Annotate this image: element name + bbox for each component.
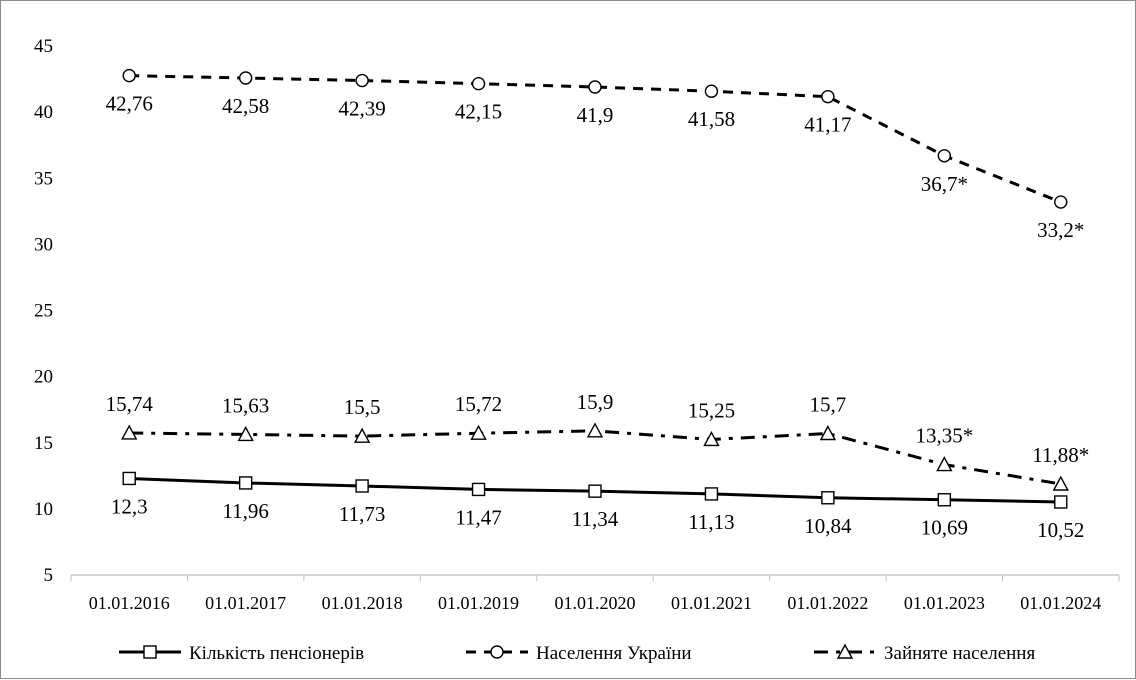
y-axis-ticks: 5 10 15 20 25 30 35 40 45 [34,36,53,586]
legend-label: Зайняте населення [884,643,1035,664]
data-point [821,89,835,104]
legend-label: Кількість пенсіонерів [189,643,364,664]
legend-item: Зайняте населення [814,643,1035,664]
x-tick-label: 01.01.2021 [671,593,752,613]
x-axis-ticks: 01.01.2016 01.01.2017 01.01.2018 01.01.2019… [70,575,1120,613]
data-point [821,491,835,505]
y-tick-label: 35 [34,168,53,189]
series-circle: 42,76 42,58 42,39 42,15 41,9 41,58 41,17 36,7* 3… [106,68,1084,242]
data-label: 36,7* [921,172,968,196]
data-point [238,71,253,85]
data-point [703,430,720,447]
data-point [1052,475,1069,491]
y-tick-label: 20 [34,367,53,388]
data-label: 11,96 [222,499,268,523]
data-point [588,484,602,498]
data-label: 42,39 [338,97,385,121]
data-point [355,479,369,493]
x-tick-label: 01.01.2018 [322,593,403,613]
legend-item: Кількість пенсіонерів [119,643,364,664]
data-label: 11,34 [572,507,619,531]
data-label: 41,17 [804,113,851,137]
data-point [819,425,837,441]
data-point [1054,195,1068,209]
data-label: 10,69 [921,516,968,540]
legend-marker [836,643,854,659]
data-label: 15,5 [344,395,381,419]
data-label: 33,2* [1037,218,1084,242]
data-point [588,80,602,94]
x-tick-label: 01.01.2017 [205,593,286,613]
data-point [936,456,953,472]
data-label: 15,72 [455,392,502,416]
data-label: 10,84 [804,514,852,538]
data-point [237,425,254,442]
legend-marker [490,645,504,659]
data-label: 15,25 [688,398,735,422]
data-point [1054,495,1068,509]
x-tick-label: 01.01.2023 [904,593,985,613]
x-tick-label: 01.01.2022 [787,593,868,613]
data-label: 12,3 [111,494,148,518]
y-tick-label: 25 [34,301,53,322]
data-point [704,84,719,98]
data-point [704,487,719,501]
data-point [471,482,486,497]
x-tick-label: 01.01.2020 [555,593,636,613]
data-label: 15,63 [222,393,269,417]
data-label: 41,9 [577,103,614,127]
data-point [355,73,369,88]
data-point [121,424,138,440]
data-label: 42,15 [455,100,502,124]
data-point [238,476,253,490]
legend-item: Населення України [466,643,692,664]
data-label: 11,13 [688,510,734,534]
data-point [353,427,371,443]
y-tick-label: 15 [34,433,53,454]
y-tick-label: 10 [34,499,53,520]
data-label: 10,52 [1037,518,1084,542]
data-point [937,149,952,163]
data-label: 42,58 [222,94,269,118]
legend: Кількість пенсіонерів Населення України За… [119,643,1035,664]
data-point [586,422,604,438]
data-point [937,493,952,507]
data-point [122,471,136,486]
y-tick-label: 5 [44,565,54,586]
data-label: 11,47 [455,505,501,529]
data-label: 15,7 [810,392,847,416]
data-label: 15,74 [106,392,154,416]
legend-marker [143,645,157,659]
data-label: 42,76 [106,92,153,116]
data-point [471,76,486,91]
data-label: 15,9 [577,390,614,414]
y-tick-label: 45 [34,36,53,57]
data-point [122,68,136,83]
data-point [470,424,487,440]
legend-label: Населення України [536,643,692,664]
x-tick-label: 01.01.2019 [438,593,519,613]
series-triangle: 15,74 15,63 15,5 15,72 15,9 15,25 15,7 13,35* 11… [106,390,1089,491]
x-tick-label: 01.01.2024 [1020,593,1101,613]
series-square: 12,3 11,96 11,73 11,47 11,34 11,13 10,84 10,69 1… [111,471,1084,542]
data-label: 11,88* [1032,443,1089,467]
x-tick-label: 01.01.2016 [89,593,170,613]
data-label: 11,73 [339,502,385,526]
data-label: 41,58 [688,107,735,131]
y-tick-label: 30 [34,234,53,255]
series-layer: 12,3 11,96 11,73 11,47 11,34 11,13 10,84 10,69 1… [106,68,1089,542]
y-tick-label: 40 [34,102,53,123]
data-label: 13,35* [915,424,973,448]
